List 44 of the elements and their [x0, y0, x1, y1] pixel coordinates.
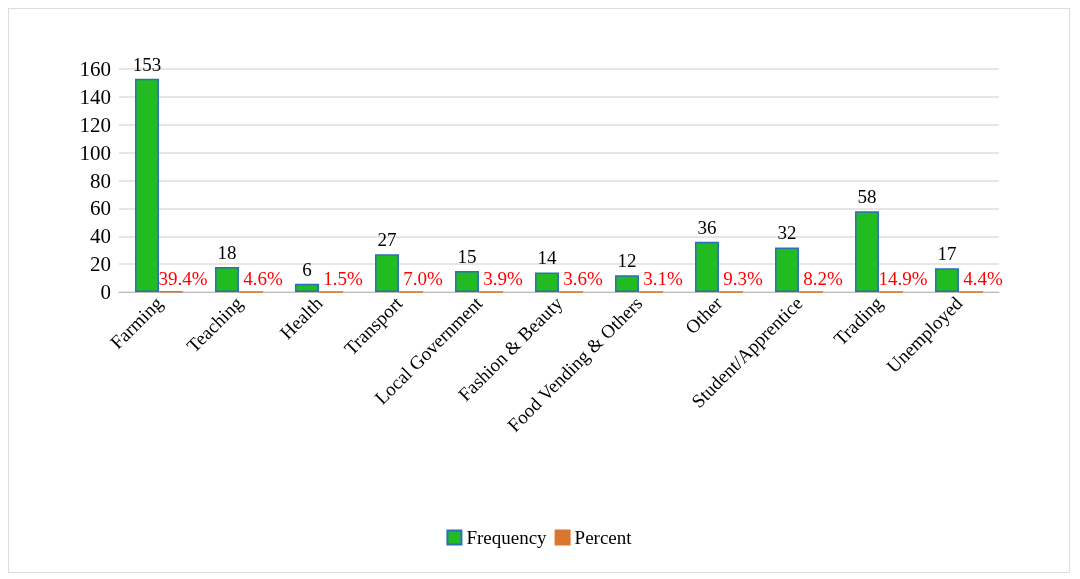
bar [375, 254, 399, 292]
data-label: 153 [132, 53, 162, 75]
y-tick-label: 140 [79, 84, 111, 109]
data-label: 32 [777, 222, 797, 244]
data-label: 58 [857, 186, 877, 208]
data-label: 4.4% [963, 268, 1003, 290]
legend-label: Frequency [466, 527, 548, 548]
y-tick-label: 60 [90, 196, 111, 221]
data-label: 14 [537, 247, 557, 269]
data-label: 36 [697, 216, 717, 238]
bar [615, 275, 639, 292]
y-tick-label: 120 [79, 112, 111, 137]
data-label: 39.4% [158, 267, 208, 289]
data-label: 15 [457, 246, 477, 268]
data-label: 14.9% [878, 268, 928, 290]
bar [135, 78, 159, 292]
y-tick-label: 100 [79, 140, 111, 165]
legend-label: Percent [574, 527, 633, 548]
y-tick-label: 40 [90, 224, 111, 249]
bar [935, 268, 959, 292]
bar [455, 271, 479, 292]
data-label: 17 [937, 243, 957, 265]
bar [535, 272, 559, 292]
bar [775, 247, 799, 292]
data-label: 3.1% [643, 268, 683, 290]
data-label: 7.0% [403, 268, 443, 290]
y-tick-label: 160 [79, 57, 111, 81]
data-label: 1.5% [323, 268, 363, 290]
data-label: 12 [617, 250, 637, 272]
y-tick-label: 80 [90, 168, 111, 193]
data-label: 27 [377, 229, 397, 251]
y-tick-label: 20 [90, 252, 111, 277]
data-label: 4.6% [243, 268, 283, 290]
y-tick-label: 0 [100, 280, 111, 304]
bar [695, 241, 719, 292]
data-label: 3.9% [483, 268, 523, 290]
data-label: 3.6% [563, 268, 603, 290]
data-label: 6 [302, 258, 312, 280]
data-label: 8.2% [803, 268, 843, 290]
bar [855, 211, 879, 292]
data-label: 18 [217, 241, 237, 263]
bar [215, 266, 239, 292]
data-label: 9.3% [723, 268, 763, 290]
bar [295, 283, 319, 292]
